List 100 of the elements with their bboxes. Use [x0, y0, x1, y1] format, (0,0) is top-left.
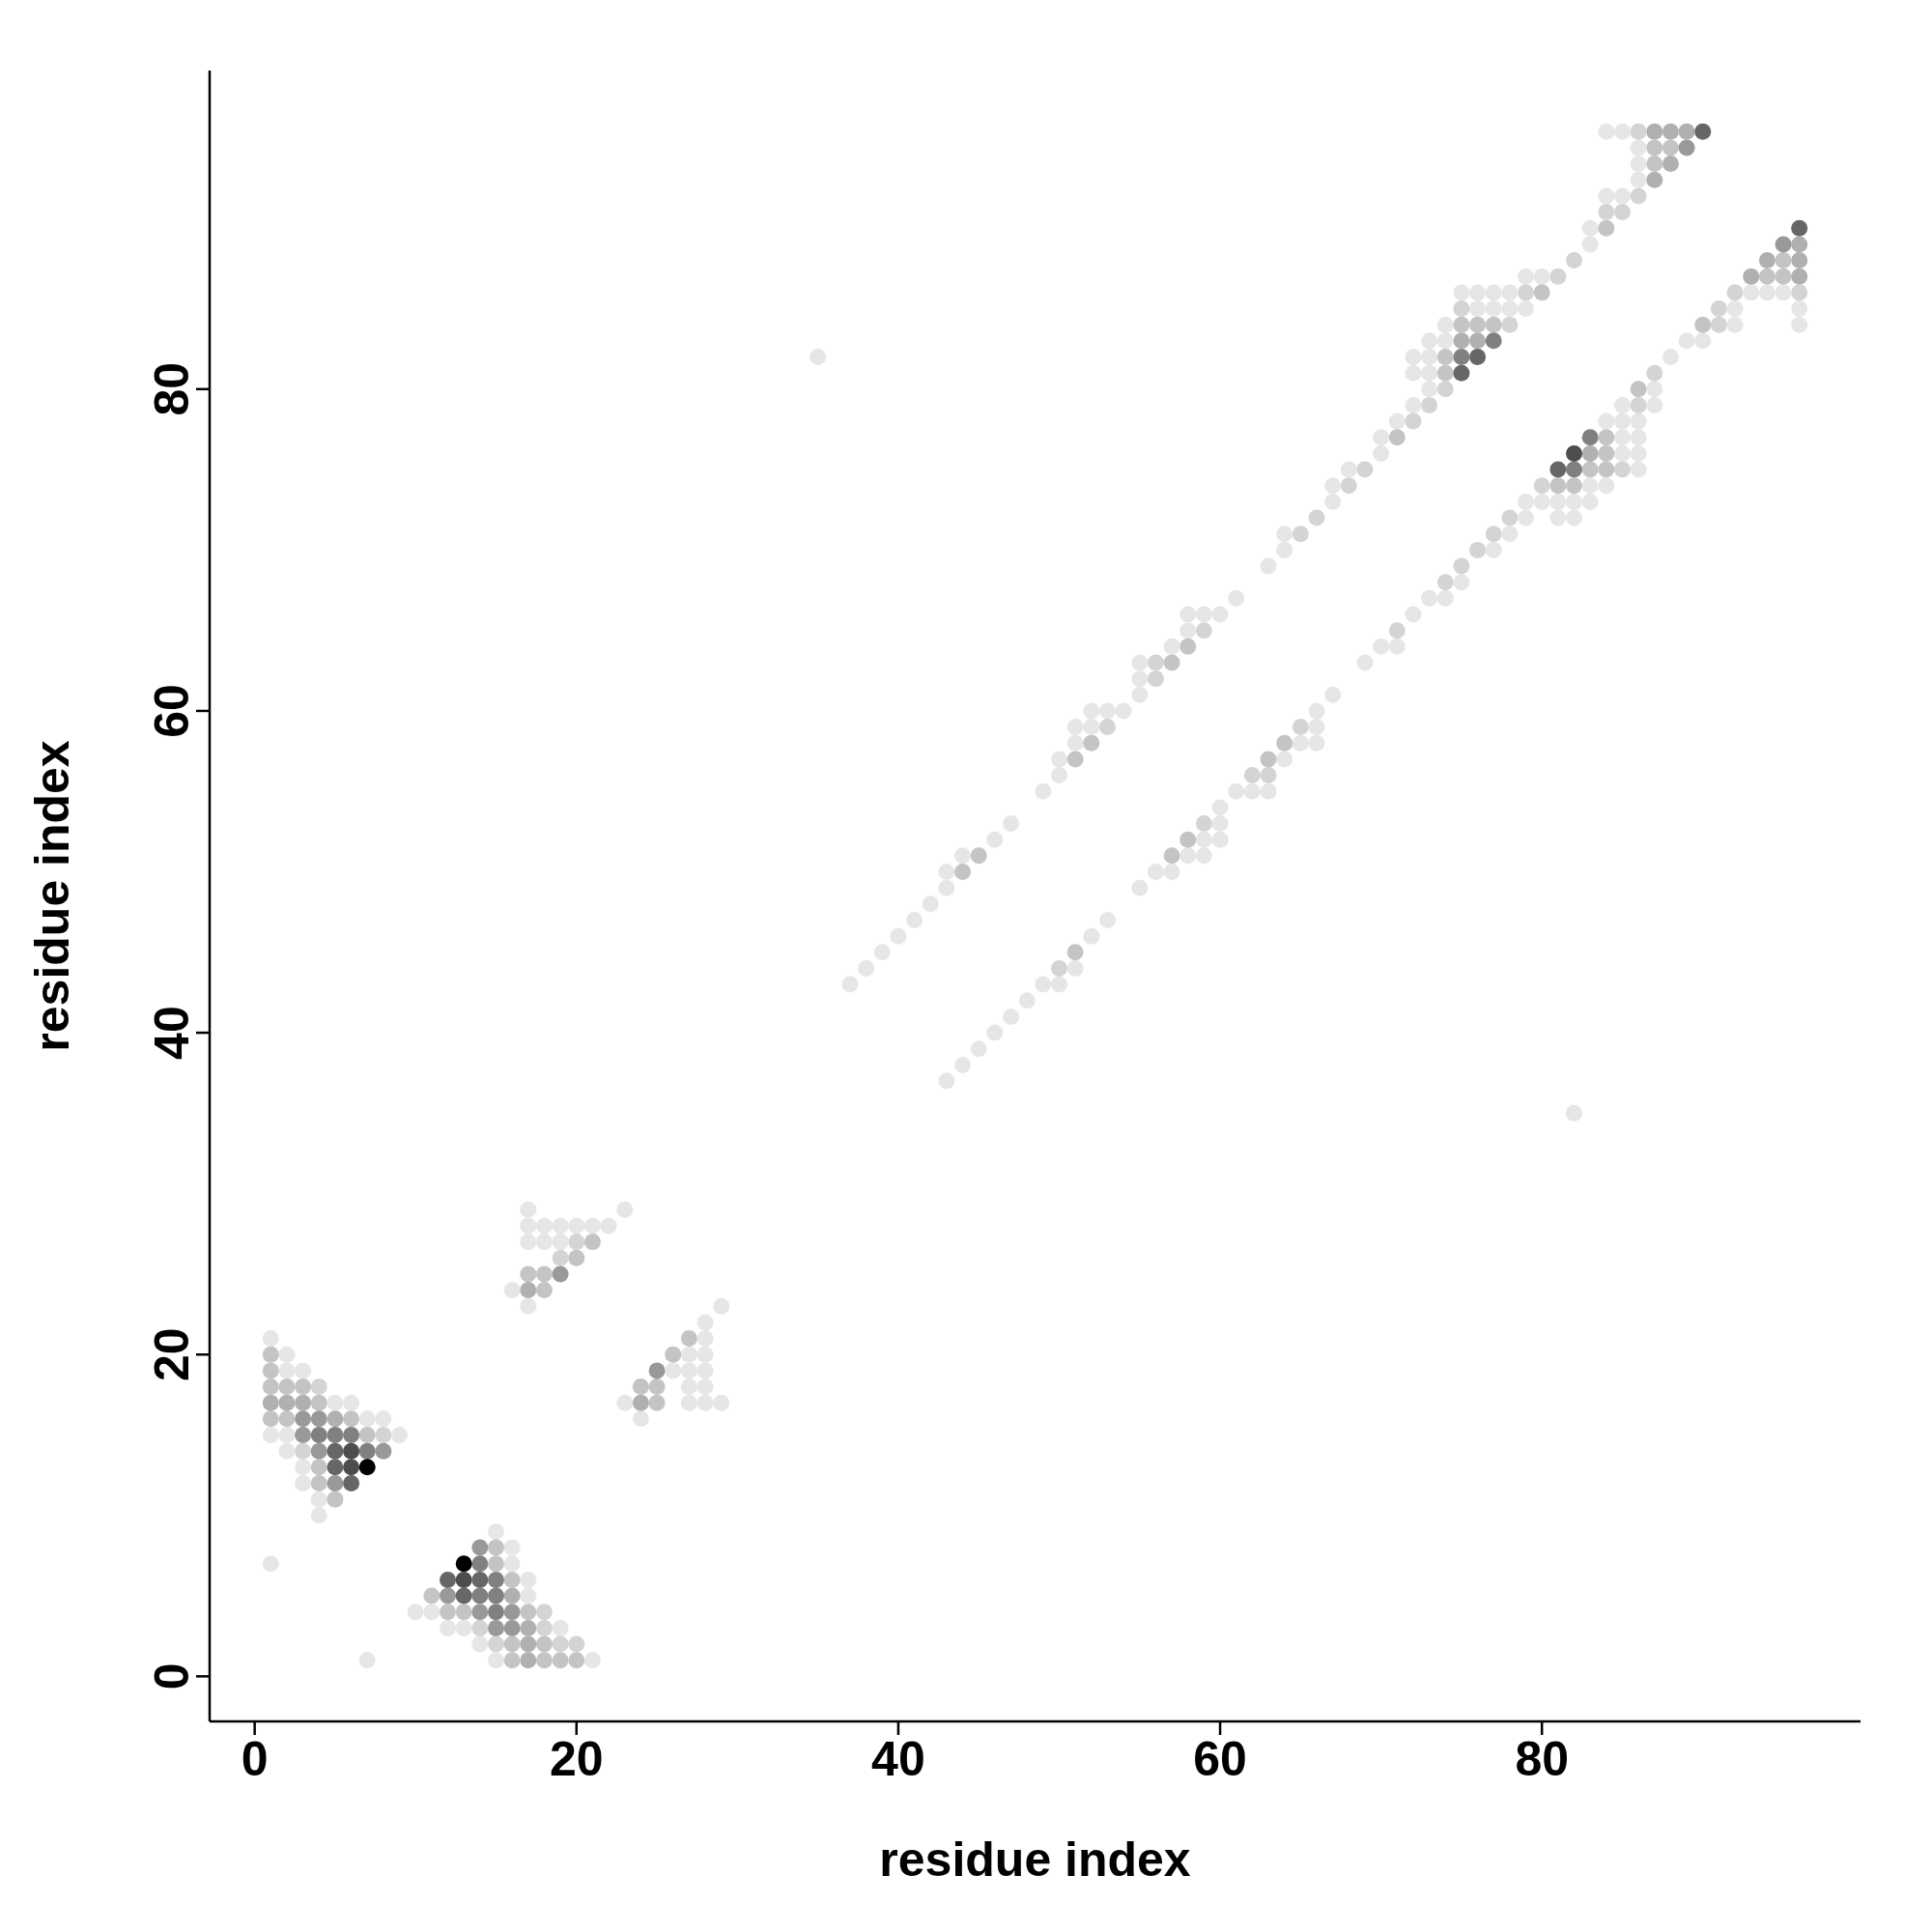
- point: [1678, 123, 1695, 140]
- point: [1662, 156, 1679, 173]
- point: [375, 1427, 392, 1444]
- point: [1630, 187, 1647, 205]
- point: [1147, 654, 1164, 671]
- point: [327, 1442, 344, 1460]
- point: [1791, 284, 1808, 301]
- point: [520, 1635, 537, 1653]
- point: [503, 1587, 521, 1605]
- point: [1598, 204, 1615, 221]
- point: [1340, 477, 1357, 495]
- point: [487, 1571, 504, 1588]
- point: [1581, 444, 1599, 462]
- point: [1485, 332, 1502, 350]
- point: [1147, 670, 1164, 688]
- point: [1453, 364, 1470, 382]
- x-tick-label: 20: [549, 1732, 604, 1786]
- point: [1195, 622, 1212, 639]
- point: [310, 1378, 327, 1396]
- point: [455, 1587, 472, 1605]
- point: [358, 1442, 376, 1460]
- point: [295, 1427, 312, 1444]
- point: [1566, 461, 1583, 478]
- point: [1646, 364, 1663, 382]
- point: [1646, 123, 1663, 140]
- point: [1469, 541, 1487, 558]
- point: [552, 1249, 569, 1266]
- point: [520, 1282, 537, 1299]
- point: [1726, 284, 1744, 301]
- point: [520, 1652, 537, 1669]
- point: [1453, 332, 1470, 350]
- point: [310, 1427, 327, 1444]
- point: [375, 1442, 392, 1460]
- point: [503, 1619, 521, 1636]
- point: [1775, 236, 1792, 253]
- point: [455, 1555, 472, 1573]
- point: [1549, 461, 1567, 478]
- point: [1469, 348, 1487, 365]
- point: [1453, 300, 1470, 318]
- point: [295, 1394, 312, 1411]
- point: [1630, 396, 1647, 413]
- point: [1662, 123, 1679, 140]
- point: [343, 1427, 360, 1444]
- point: [343, 1474, 360, 1492]
- point: [440, 1571, 457, 1588]
- point: [1791, 268, 1808, 285]
- point: [568, 1234, 585, 1251]
- point: [1260, 767, 1277, 784]
- point: [1710, 316, 1727, 333]
- point: [343, 1459, 360, 1476]
- point: [520, 1619, 537, 1636]
- point: [1405, 412, 1422, 430]
- point: [1613, 461, 1631, 478]
- point: [471, 1619, 489, 1636]
- point: [1630, 123, 1647, 140]
- point: [1791, 252, 1808, 270]
- point: [343, 1442, 360, 1460]
- point: [1436, 381, 1454, 398]
- point: [440, 1587, 457, 1605]
- point: [1388, 622, 1406, 639]
- point: [568, 1635, 585, 1653]
- point: [552, 1635, 569, 1653]
- x-tick-label: 60: [1193, 1732, 1247, 1786]
- point: [1518, 284, 1535, 301]
- point: [295, 1410, 312, 1428]
- point: [487, 1635, 504, 1653]
- point: [1678, 139, 1695, 156]
- point: [310, 1442, 327, 1460]
- point: [1613, 204, 1631, 221]
- point: [552, 1265, 569, 1283]
- x-tick-label: 0: [241, 1732, 269, 1786]
- y-axis-title: residue index: [24, 740, 79, 1052]
- point: [1501, 509, 1519, 526]
- point: [1421, 396, 1438, 413]
- point: [1791, 219, 1808, 237]
- point: [1436, 574, 1454, 591]
- point: [1485, 526, 1502, 543]
- point: [327, 1427, 344, 1444]
- point: [471, 1587, 489, 1605]
- point: [327, 1459, 344, 1476]
- point: [1791, 236, 1808, 253]
- point: [503, 1604, 521, 1621]
- y-tick-label: 60: [145, 684, 199, 738]
- point: [471, 1539, 489, 1556]
- x-tick-label: 80: [1515, 1732, 1570, 1786]
- point: [1243, 767, 1261, 784]
- point: [471, 1571, 489, 1588]
- point: [1356, 461, 1374, 478]
- point: [471, 1555, 489, 1573]
- point: [1549, 268, 1567, 285]
- point: [1195, 815, 1212, 833]
- point: [1758, 252, 1776, 270]
- point: [1469, 332, 1487, 350]
- y-tick-label: 0: [145, 1662, 199, 1690]
- point: [1453, 557, 1470, 575]
- point: [487, 1619, 504, 1636]
- y-tick-label: 20: [145, 1327, 199, 1382]
- x-tick-label: 40: [871, 1732, 925, 1786]
- point: [648, 1362, 666, 1379]
- point: [310, 1410, 327, 1428]
